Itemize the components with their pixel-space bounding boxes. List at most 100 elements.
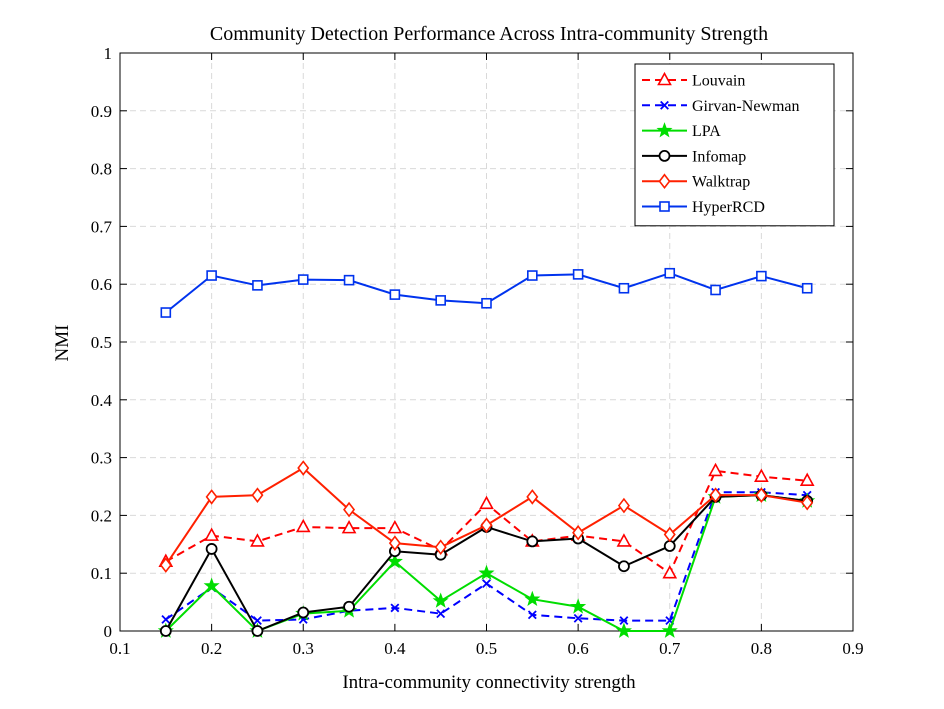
data-point-girvan-newman <box>527 610 537 620</box>
data-point-girvan-newman <box>161 615 171 624</box>
x-tick-label: 0.7 <box>659 639 681 658</box>
y-tick-label: 0 <box>104 622 113 641</box>
data-point-walktrap <box>801 494 814 511</box>
data-point-infomap <box>663 540 676 552</box>
data-point-walktrap <box>159 557 172 573</box>
legend-marker <box>657 71 672 86</box>
x-marker-stroke <box>436 609 446 619</box>
x-marker-stroke <box>527 610 537 620</box>
data-point-hyperrcd <box>435 295 446 306</box>
legend-label: HyperRCD <box>692 199 765 216</box>
data-point-louvain <box>754 468 769 482</box>
data-point-infomap <box>251 625 264 637</box>
x-tick-label: 0.5 <box>476 639 497 658</box>
legend-marker <box>658 149 671 162</box>
data-point-hyperrcd <box>160 307 172 318</box>
data-point-hyperrcd <box>572 269 584 280</box>
data-point-infomap <box>343 600 355 613</box>
x-marker-stroke <box>482 579 491 589</box>
data-point-hyperrcd <box>481 297 492 309</box>
data-point-hyperrcd <box>664 267 676 279</box>
y-tick-label: 0.7 <box>91 217 113 236</box>
data-point-hyperrcd <box>756 270 767 282</box>
series-layer <box>157 267 816 638</box>
legend-item-hyperrcd: HyperRCD <box>642 199 765 216</box>
y-tick-label: 0.8 <box>91 160 112 179</box>
data-point-louvain <box>204 527 219 541</box>
x-tick-label: 0.4 <box>384 639 406 658</box>
data-point-walktrap <box>572 524 585 541</box>
series-hyperrcd <box>160 267 813 318</box>
data-point-louvain <box>341 519 357 534</box>
legend-label: Infomap <box>692 148 746 165</box>
data-point-louvain <box>250 533 265 547</box>
x-tick-label: 0.3 <box>293 639 314 658</box>
data-point-hyperrcd <box>252 280 263 291</box>
legend-label: Girvan-Newman <box>692 98 800 115</box>
data-point-girvan-newman <box>573 613 583 623</box>
data-point-walktrap <box>526 489 539 505</box>
data-point-girvan-newman <box>436 609 446 619</box>
data-point-infomap <box>618 560 630 573</box>
legend-box <box>634 63 835 227</box>
data-point-lpa <box>478 564 495 581</box>
data-point-walktrap <box>617 497 630 514</box>
legend-label: Louvain <box>692 73 745 90</box>
legend-marker <box>656 122 673 138</box>
data-point-infomap <box>205 543 218 555</box>
data-point-lpa <box>432 592 449 608</box>
series-walktrap <box>159 460 814 573</box>
data-point-louvain <box>616 533 632 547</box>
legend-item-walktrap: Walktrap <box>642 173 750 191</box>
data-point-hyperrcd <box>527 270 538 281</box>
data-point-girvan-newman <box>619 616 629 626</box>
legend-item-louvain: Louvain <box>642 71 745 90</box>
data-point-hyperrcd <box>343 274 355 286</box>
grid <box>120 53 853 631</box>
x-marker-stroke <box>660 100 669 110</box>
data-point-walktrap <box>663 526 676 543</box>
data-point-girvan-newman <box>253 616 262 626</box>
data-point-walktrap <box>297 460 310 476</box>
y-tick-label: 0.2 <box>91 506 112 525</box>
data-point-walktrap <box>251 487 264 503</box>
data-point-louvain <box>708 462 723 477</box>
legend-label: LPA <box>692 123 721 140</box>
legend-label: Walktrap <box>692 174 750 191</box>
data-point-louvain <box>662 565 678 579</box>
x-tick-label: 0.1 <box>109 639 130 658</box>
data-point-lpa <box>570 598 587 614</box>
legend-item-girvan-newman: Girvan-Newman <box>642 98 800 115</box>
data-point-walktrap <box>755 487 768 503</box>
data-point-lpa <box>661 622 678 638</box>
legend-marker <box>660 100 669 110</box>
x-marker-stroke <box>573 613 583 623</box>
data-point-hyperrcd <box>618 282 630 294</box>
x-tick-label: 0.6 <box>568 639 589 658</box>
data-point-hyperrcd <box>297 274 309 285</box>
data-point-walktrap <box>388 535 401 551</box>
data-point-louvain <box>479 495 494 510</box>
y-tick-label: 0.9 <box>91 102 112 121</box>
data-point-girvan-newman <box>390 603 400 613</box>
data-point-infomap <box>297 606 310 619</box>
x-axis-label: Intra-community connectivity strength <box>342 672 636 693</box>
data-point-lpa <box>386 553 403 569</box>
x-marker-stroke <box>390 603 400 613</box>
legend-marker <box>659 201 670 212</box>
x-marker-stroke <box>253 616 262 626</box>
data-point-girvan-newman <box>482 579 491 589</box>
data-point-infomap <box>159 625 172 637</box>
y-axis-label: NMI <box>52 325 73 362</box>
x-marker-stroke <box>161 615 171 624</box>
y-tick-label: 0.5 <box>91 333 112 352</box>
data-point-lpa <box>615 622 632 638</box>
data-point-hyperrcd <box>710 284 721 296</box>
y-tick-label: 1 <box>104 44 113 63</box>
data-point-hyperrcd <box>801 282 813 294</box>
data-point-lpa <box>203 577 220 593</box>
y-tick-label: 0.4 <box>91 391 113 410</box>
x-marker-stroke <box>619 616 629 626</box>
data-point-walktrap <box>480 517 493 534</box>
legend-item-infomap: Infomap <box>642 148 746 165</box>
